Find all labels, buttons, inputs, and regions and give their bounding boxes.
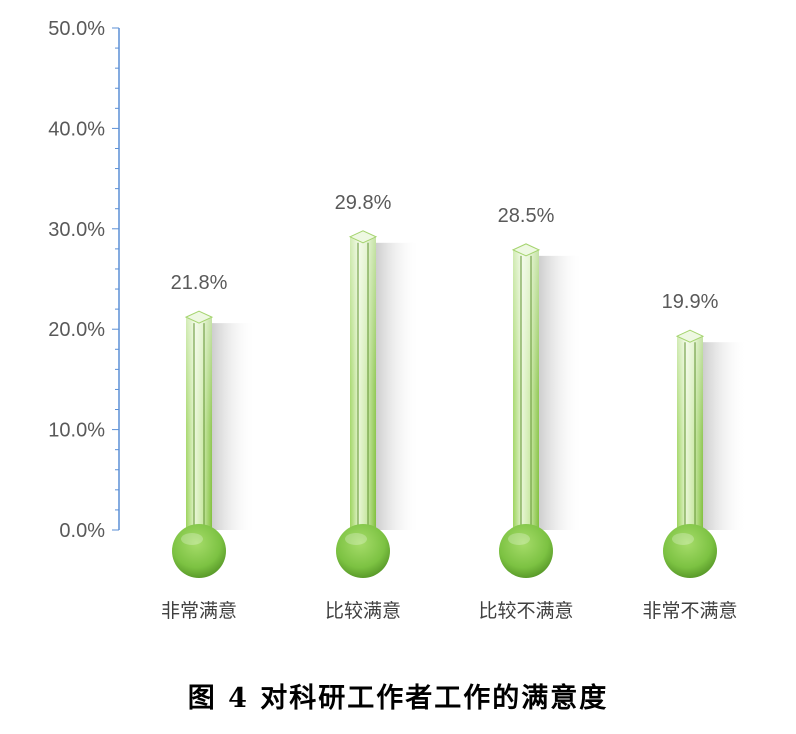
y-tick-label: 30.0% bbox=[48, 219, 105, 241]
data-label: 19.9% bbox=[662, 291, 719, 313]
bar-cap bbox=[348, 230, 378, 244]
x-category-label: 比较不满意 bbox=[478, 600, 573, 622]
bar-cap bbox=[675, 329, 705, 343]
figure-caption: 图 4 对科研工作者工作的满意度 bbox=[187, 683, 609, 714]
y-tick-label: 0.0% bbox=[59, 520, 105, 542]
bulb-highlight bbox=[345, 533, 367, 545]
bulb-highlight bbox=[181, 533, 203, 545]
x-category-label: 非常满意 bbox=[161, 600, 237, 622]
thermometer-bulb bbox=[663, 524, 717, 578]
thermometer-bar bbox=[663, 329, 717, 578]
bulb-highlight bbox=[672, 533, 694, 545]
bar-cap bbox=[511, 243, 541, 257]
data-label: 21.8% bbox=[171, 272, 228, 294]
x-category-label: 非常不满意 bbox=[642, 600, 737, 622]
bar-shadow bbox=[376, 242, 420, 531]
thermometer-bulb bbox=[336, 524, 390, 578]
bulb-highlight bbox=[508, 533, 530, 545]
bar-tube-highlight bbox=[513, 249, 539, 537]
thermometer-bar bbox=[499, 243, 553, 578]
bar-shadow bbox=[703, 342, 747, 530]
data-label: 28.5% bbox=[498, 205, 555, 227]
bar-tube-highlight bbox=[350, 236, 376, 537]
bar-shadow bbox=[212, 323, 256, 530]
bar-tube-highlight bbox=[677, 336, 703, 536]
bar-shadow bbox=[539, 255, 583, 531]
y-tick-label: 10.0% bbox=[48, 420, 105, 442]
y-tick-label: 50.0% bbox=[48, 18, 105, 40]
y-tick-label: 20.0% bbox=[48, 319, 105, 341]
bar-tube-highlight bbox=[186, 317, 212, 536]
data-label: 29.8% bbox=[335, 192, 392, 214]
y-tick-label: 40.0% bbox=[48, 118, 105, 140]
thermometer-bar bbox=[172, 310, 226, 578]
x-category-label: 比较满意 bbox=[325, 600, 401, 622]
thermometer-bulb bbox=[499, 524, 553, 578]
bar-cap bbox=[184, 310, 214, 324]
thermometer-bar bbox=[336, 230, 390, 578]
thermometer-bulb bbox=[172, 524, 226, 578]
